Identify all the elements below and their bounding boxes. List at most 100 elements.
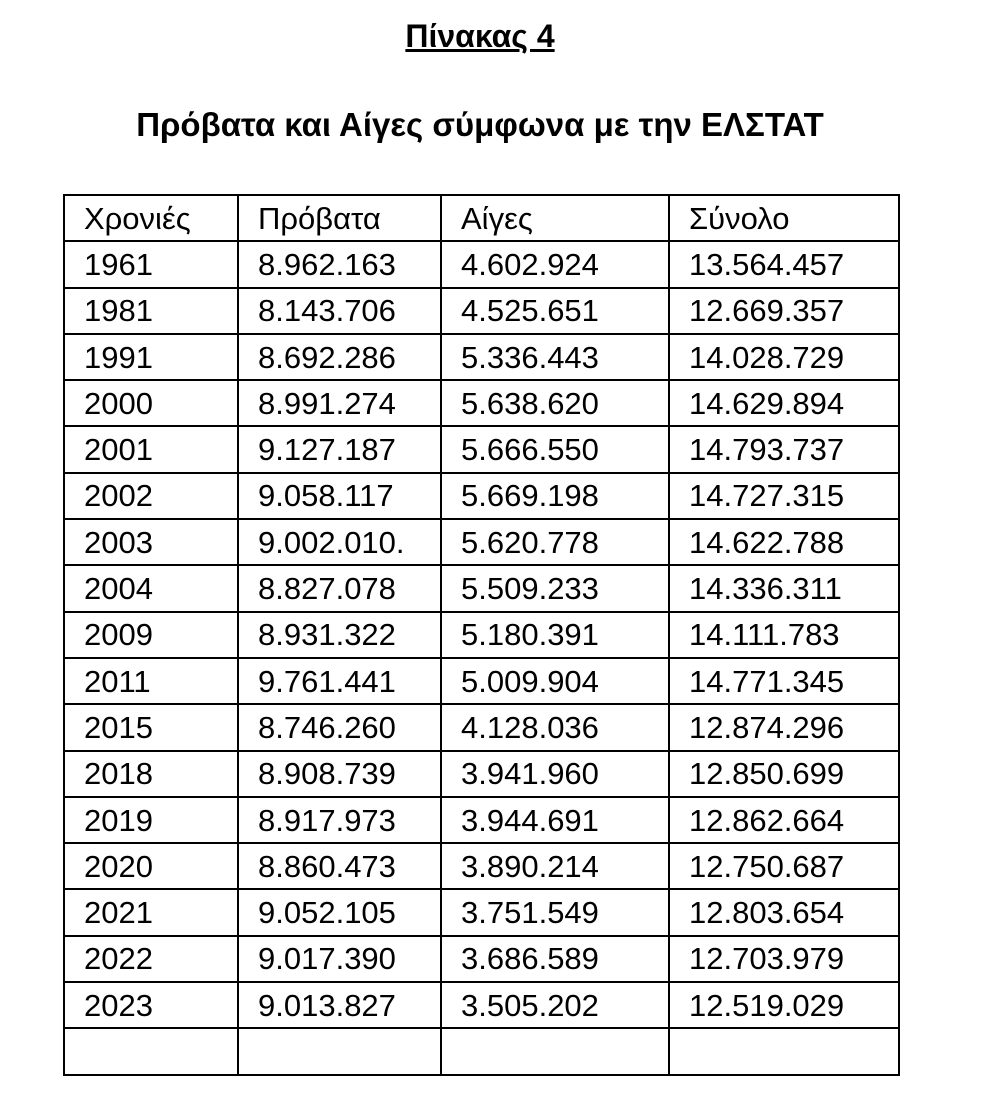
table-cell: 14.771.345 — [668, 656, 900, 706]
table-row: 2001 9.127.187 5.666.550 14.793.737 — [63, 425, 900, 474]
table-cell: 2000 — [63, 379, 239, 428]
table-cell: 5.620.778 — [440, 518, 670, 567]
table-cell: 2003 — [63, 518, 239, 567]
title: Πίνακας 4 — [405, 18, 555, 54]
table-row: 1961 8.962.163 4.602.924 13.564.457 — [63, 240, 900, 289]
table-cell: 3.751.549 — [440, 888, 670, 937]
table-cell: 5.669.198 — [440, 471, 670, 521]
table-cell: 12.519.029 — [668, 981, 900, 1030]
empty-cell — [668, 1027, 900, 1076]
table-cell: 2011 — [63, 656, 239, 706]
table-cell: 9.761.441 — [237, 656, 442, 706]
table-cell: 14.629.894 — [668, 379, 900, 428]
table-cell: 2021 — [63, 888, 239, 937]
table-cell: 2004 — [63, 564, 239, 613]
table-row: 2022 9.017.390 3.686.589 12.703.979 — [63, 934, 900, 984]
table-cell: 8.860.473 — [237, 842, 442, 891]
table-cell: 9.017.390 — [237, 934, 442, 984]
table-row: 2023 9.013.827 3.505.202 12.519.029 — [63, 981, 900, 1030]
table-row: 1991 8.692.286 5.336.443 14.028.729 — [63, 332, 900, 382]
table-cell: 5.180.391 — [440, 610, 670, 659]
table-cell: 14.336.311 — [668, 564, 900, 613]
table-row: 2011 9.761.441 5.009.904 14.771.345 — [63, 656, 900, 706]
header-cell: Αίγες — [440, 193, 670, 243]
table-cell: 8.827.078 — [237, 564, 442, 613]
table-cell: 8.991.274 — [237, 379, 442, 428]
table-row: 2020 8.860.473 3.890.214 12.750.687 — [63, 842, 900, 891]
header-row: Χρονιές Πρόβατα Αίγες Σύνολο — [63, 193, 900, 243]
table-cell: 3.944.691 — [440, 795, 670, 845]
table-cell: 12.669.357 — [668, 286, 900, 335]
data-table: Χρονιές Πρόβατα Αίγες Σύνολο 1961 8.962.163 4.… — [63, 193, 900, 1076]
table-row: 1981 8.143.706 4.525.651 12.669.357 — [63, 286, 900, 335]
table-cell: 13.564.457 — [668, 240, 900, 289]
empty-cell — [63, 1027, 239, 1076]
table-row: 2018 8.908.739 3.941.960 12.850.699 — [63, 749, 900, 798]
table-row: 2021 9.052.105 3.751.549 12.803.654 — [63, 888, 900, 937]
table-cell: 14.111.783 — [668, 610, 900, 659]
table-cell: 3.890.214 — [440, 842, 670, 891]
empty-cell — [237, 1027, 442, 1076]
table-cell: 5.509.233 — [440, 564, 670, 613]
table-cell: 14.727.315 — [668, 471, 900, 521]
table-cell: 2023 — [63, 981, 239, 1030]
table-cell: 4.525.651 — [440, 286, 670, 335]
table-cell: 2015 — [63, 703, 239, 752]
table-cell: 2018 — [63, 749, 239, 798]
table-cell: 5.638.620 — [440, 379, 670, 428]
table-body: Χρονιές Πρόβατα Αίγες Σύνολο 1961 8.962.163 4.… — [63, 193, 900, 1076]
table-cell: 9.002.010. — [237, 518, 442, 567]
table-cell: 8.931.322 — [237, 610, 442, 659]
table-cell: 9.013.827 — [237, 981, 442, 1030]
table-cell: 14.622.788 — [668, 518, 900, 567]
table-cell: 9.127.187 — [237, 425, 442, 474]
table-cell: 5.666.550 — [440, 425, 670, 474]
table-cell: 4.128.036 — [440, 703, 670, 752]
subtitle: Πρόβατα και Αίγες σύμφωνα με την ΕΛΣΤΑΤ — [136, 106, 824, 143]
table-cell: 8.143.706 — [237, 286, 442, 335]
table-row: 2003 9.002.010. 5.620.778 14.622.788 — [63, 518, 900, 567]
table-cell: 3.686.589 — [440, 934, 670, 984]
empty-row — [63, 1027, 900, 1076]
table-row: 2000 8.991.274 5.638.620 14.629.894 — [63, 379, 900, 428]
table-cell: 12.874.296 — [668, 703, 900, 752]
table-cell: 2022 — [63, 934, 239, 984]
header-cell: Χρονιές — [63, 193, 239, 243]
table-cell: 9.058.117 — [237, 471, 442, 521]
table-cell: 14.793.737 — [668, 425, 900, 474]
table-cell: 2009 — [63, 610, 239, 659]
table-cell: 3.941.960 — [440, 749, 670, 798]
table-cell: 2001 — [63, 425, 239, 474]
table-cell: 8.692.286 — [237, 332, 442, 382]
table-cell: 1991 — [63, 332, 239, 382]
table-cell: 4.602.924 — [440, 240, 670, 289]
table-cell: 5.009.904 — [440, 656, 670, 706]
table-row: 2009 8.931.322 5.180.391 14.111.783 — [63, 610, 900, 659]
table-row: 2002 9.058.117 5.669.198 14.727.315 — [63, 471, 900, 521]
table-cell: 12.703.979 — [668, 934, 900, 984]
table-cell: 8.917.973 — [237, 795, 442, 845]
table-cell: 2002 — [63, 471, 239, 521]
table-cell: 8.962.163 — [237, 240, 442, 289]
table-cell: 2020 — [63, 842, 239, 891]
table-cell: 5.336.443 — [440, 332, 670, 382]
table-cell: 12.850.699 — [668, 749, 900, 798]
table-cell: 2019 — [63, 795, 239, 845]
table-row: 2015 8.746.260 4.128.036 12.874.296 — [63, 703, 900, 752]
table-cell: 12.803.654 — [668, 888, 900, 937]
table-cell: 3.505.202 — [440, 981, 670, 1030]
header-cell: Πρόβατα — [237, 193, 442, 243]
empty-cell — [440, 1027, 670, 1076]
table-row: 2004 8.827.078 5.509.233 14.336.311 — [63, 564, 900, 613]
table-cell: 9.052.105 — [237, 888, 442, 937]
table-cell: 12.862.664 — [668, 795, 900, 845]
table-cell: 1981 — [63, 286, 239, 335]
table-cell: 14.028.729 — [668, 332, 900, 382]
header-cell: Σύνολο — [668, 193, 900, 243]
table-cell: 12.750.687 — [668, 842, 900, 891]
table-cell: 8.746.260 — [237, 703, 442, 752]
table-row: 2019 8.917.973 3.944.691 12.862.664 — [63, 795, 900, 845]
table-cell: 1961 — [63, 240, 239, 289]
table-cell: 8.908.739 — [237, 749, 442, 798]
